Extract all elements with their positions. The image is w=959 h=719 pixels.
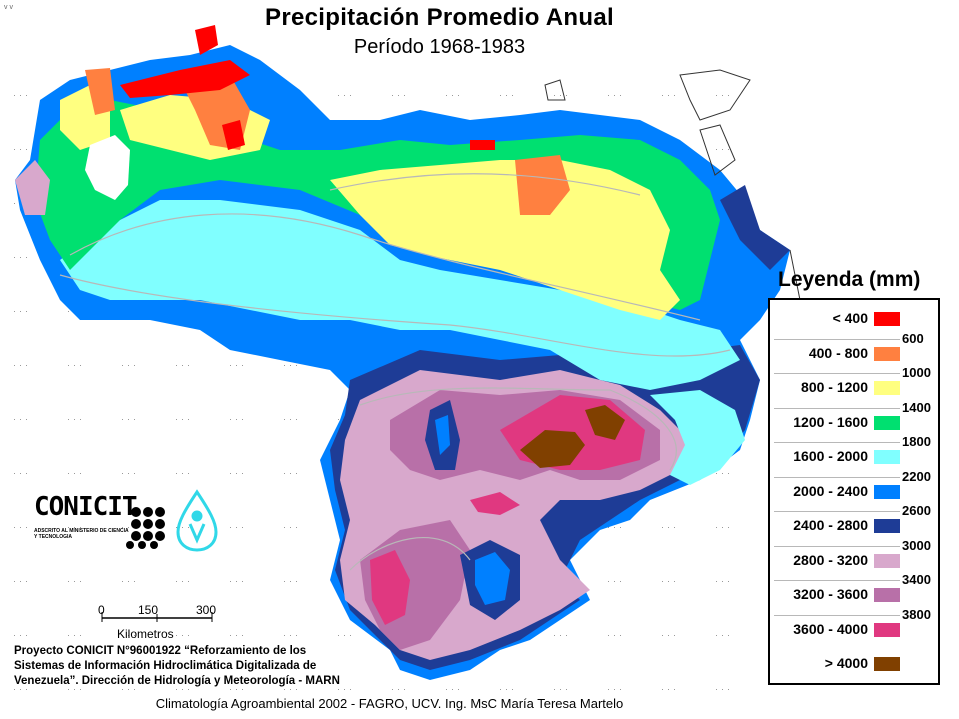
zone-3600-4000 xyxy=(370,550,410,625)
footer-credit: Climatología Agroambiental 2002 - FAGRO,… xyxy=(155,696,624,711)
legend-item: < 400 xyxy=(770,310,900,328)
zone-2800-3200 xyxy=(15,160,50,215)
dot-grid-logo-icon xyxy=(126,507,165,549)
legend-item: > 4000 xyxy=(770,655,900,673)
corner-mark: v v xyxy=(4,4,13,11)
legend-item-label: 2800 - 3200 xyxy=(793,551,868,568)
zone-1600-2000 xyxy=(60,200,740,390)
scale-tick-0: 0 xyxy=(98,603,105,617)
zone-2400-2800 xyxy=(720,185,790,270)
legend-swatch xyxy=(874,657,900,671)
legend-isoline-label: 1800 xyxy=(902,434,931,449)
legend-isoline-label: 1000 xyxy=(902,365,931,380)
legend-isoline xyxy=(774,580,900,581)
legend-isoline-label: 3000 xyxy=(902,537,931,553)
legend-swatch xyxy=(874,622,900,637)
credits-line: Sistemas de Información Hidroclimática D… xyxy=(14,660,317,672)
legend-item: 3600 - 4000 xyxy=(770,621,900,639)
venezuela-map xyxy=(15,25,940,680)
legend-swatch xyxy=(874,450,900,464)
legend-isoline xyxy=(774,338,900,340)
scale-tick-150: 150 xyxy=(138,603,159,617)
scale-unit: Kilometros xyxy=(117,627,174,641)
zone-under-400 xyxy=(195,25,218,55)
zone-1600-2000 xyxy=(650,390,745,485)
water-drop-person-icon xyxy=(176,489,218,552)
lake-maracaibo xyxy=(85,135,130,200)
legend-swatch xyxy=(874,381,900,395)
zone-3600-4000 xyxy=(470,492,520,515)
zone-under-400 xyxy=(222,120,245,150)
legend-isoline xyxy=(774,545,900,547)
legend-swatch xyxy=(874,312,900,326)
legend-swatch xyxy=(874,415,900,430)
legend-isoline-label: 600 xyxy=(902,330,924,346)
zone-under-400 xyxy=(470,140,495,150)
legend-item: 2400 - 2800 xyxy=(770,517,900,535)
legend-swatch xyxy=(874,519,900,533)
legend-isoline xyxy=(774,442,900,443)
zone-under-400 xyxy=(120,60,250,98)
zone-400-800 xyxy=(85,68,115,115)
legend-swatch xyxy=(874,588,900,602)
legend-item: 3200 - 3600 xyxy=(770,586,900,604)
legend-isoline xyxy=(774,407,900,409)
legend-isoline-label: 3800 xyxy=(902,606,931,622)
map-title: Precipitación Promedio Anual xyxy=(265,4,614,31)
legend-item-label: 3200 - 3600 xyxy=(793,586,868,602)
credits-line: Venezuela”. Dirección de Hidrología y Me… xyxy=(14,675,340,687)
legend-item-label: 800 - 1200 xyxy=(801,379,868,395)
zone-over-4000 xyxy=(585,405,625,440)
zone-2000-2400 xyxy=(435,415,450,455)
legend-item: 400 - 800 xyxy=(770,345,900,363)
legend-item-label: 2000 - 2400 xyxy=(793,482,868,499)
legend-title: Leyenda (mm) xyxy=(778,268,921,291)
legend-isoline-label: 2200 xyxy=(902,468,931,484)
conicit-subtitle: ADSCRITO AL MINISTERIO DE CIENCIA Y TECN… xyxy=(34,528,129,540)
map-subtitle: Período 1968-1983 xyxy=(353,36,526,58)
zone-2000-2400 xyxy=(475,552,510,605)
credits-line: Proyecto CONICIT N°96001922 “Reforzamien… xyxy=(14,645,307,657)
legend-swatch xyxy=(874,346,900,361)
legend: < 400 400 - 800 800 - 1200 1200 - 1600 1600 … xyxy=(768,298,940,685)
legend-item: 1600 - 2000 xyxy=(770,448,900,466)
legend-swatch xyxy=(874,484,900,499)
zone-over-4000 xyxy=(520,430,585,468)
legend-isoline xyxy=(774,476,900,478)
legend-isoline-label: 1400 xyxy=(902,399,931,415)
conicit-logo: CONICIT xyxy=(34,492,138,522)
legend-item: 800 - 1200 xyxy=(770,379,900,397)
scale-bar xyxy=(101,612,213,622)
legend-isoline xyxy=(774,511,900,512)
zone-800-1200 xyxy=(330,160,680,320)
legend-item-label: 400 - 800 xyxy=(808,344,868,361)
legend-item: 2800 - 3200 xyxy=(770,552,900,570)
legend-item-label: < 400 xyxy=(832,310,868,326)
scale-tick-300: 300 xyxy=(196,603,217,617)
zone-400-800 xyxy=(515,155,570,215)
credits: Proyecto CONICIT N°96001922 “Reforzamien… xyxy=(14,644,340,689)
legend-isoline xyxy=(774,373,900,374)
legend-isoline-label: 2600 xyxy=(902,503,931,518)
legend-item-label: 2400 - 2800 xyxy=(793,517,868,533)
legend-item-label: > 4000 xyxy=(824,655,868,671)
legend-swatch xyxy=(874,553,900,568)
legend-item-label: 1200 - 1600 xyxy=(793,413,868,430)
legend-item-label: 3600 - 4000 xyxy=(793,620,868,637)
legend-item-label: 1600 - 2000 xyxy=(793,448,868,464)
legend-isoline xyxy=(774,614,900,616)
legend-isoline-label: 3400 xyxy=(902,572,931,587)
legend-item: 1200 - 1600 xyxy=(770,414,900,432)
legend-item: 2000 - 2400 xyxy=(770,483,900,501)
